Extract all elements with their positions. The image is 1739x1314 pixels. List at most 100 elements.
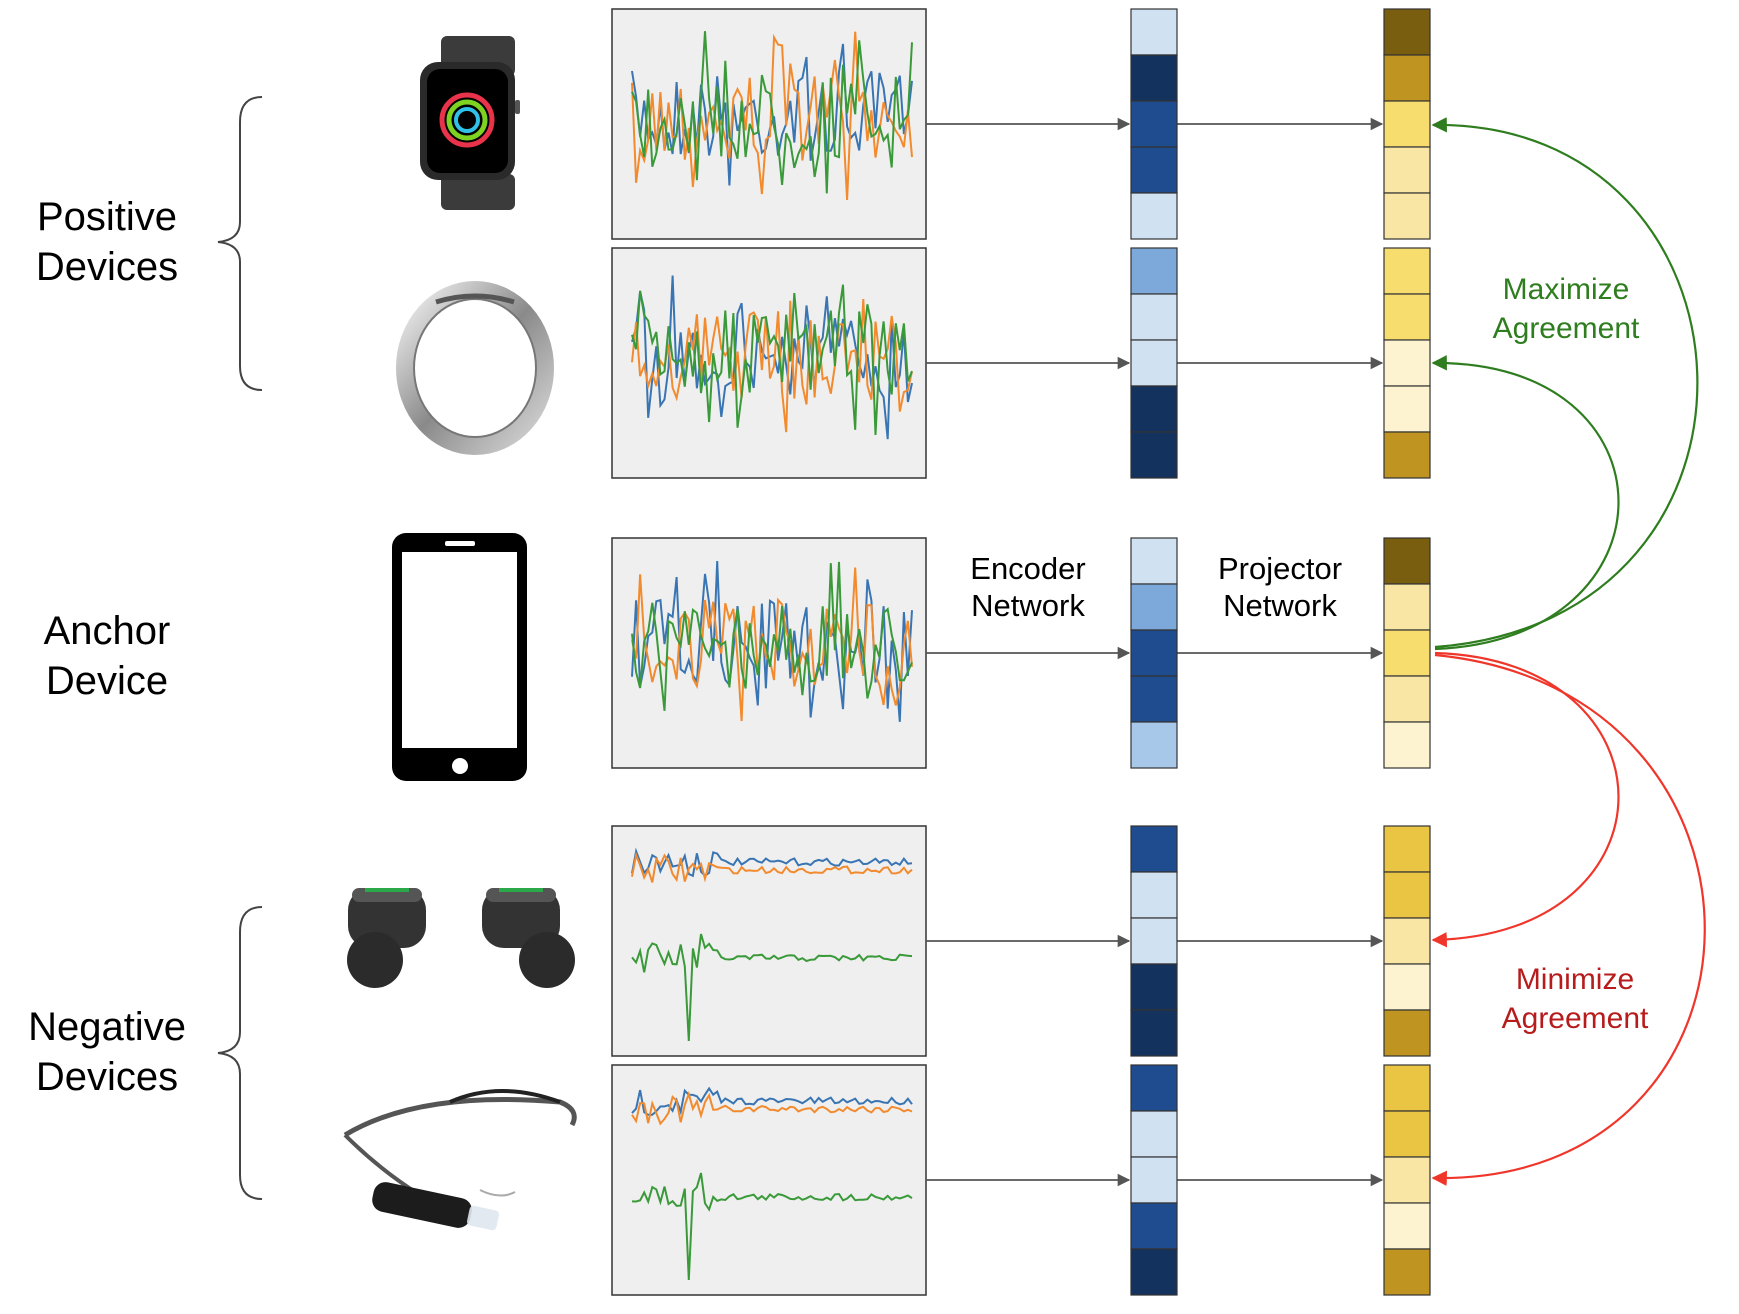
minimize-label-line2: Agreement: [1501, 1002, 1649, 1035]
encoder-cell: [1130, 146, 1178, 194]
projector-cell: [1383, 431, 1431, 479]
encoder-network-label: Encoder Network: [928, 550, 1128, 624]
projector-cell: [1383, 1202, 1431, 1250]
signal-line-orange: [631, 299, 913, 433]
projector-label-line2: Network: [1223, 588, 1337, 624]
encoder-cell: [1130, 1156, 1178, 1204]
maximize-arrow-ring: [1431, 355, 1620, 651]
maximize-label-line2: Agreement: [1492, 312, 1640, 345]
positive-label-line1: Positive: [36, 195, 178, 239]
encoder-cell: [1130, 1110, 1178, 1158]
signal-line-green: [631, 31, 913, 194]
signal-line-blue: [631, 275, 913, 440]
projector-cell: [1383, 629, 1431, 677]
smartphone-icon: [392, 533, 527, 781]
projector-cell: [1383, 247, 1431, 295]
negative-devices-label: Negative Devices: [0, 1002, 227, 1102]
glasses-icon: [343, 1089, 577, 1231]
encoder-cell: [1130, 583, 1178, 631]
encoder-cell: [1130, 431, 1178, 479]
signal-line-orange: [631, 567, 913, 722]
anchor-label-line1: Anchor: [43, 609, 171, 653]
positive-devices-label: Positive Devices: [0, 192, 227, 292]
encoder-cell: [1130, 8, 1178, 56]
maximize-arrow-watch: [1431, 117, 1699, 649]
encoder-cell: [1130, 825, 1178, 873]
projector-cell: [1383, 721, 1431, 769]
negative-label-line1: Negative: [28, 1005, 186, 1049]
minimize-label-line1: Minimize: [1515, 963, 1635, 996]
signal-line-orange: [631, 1090, 913, 1126]
projector-network-label: Projector Network: [1180, 550, 1380, 624]
minimize-agreement-label: Minimize Agreement: [1455, 960, 1695, 1038]
projector-cell: [1383, 100, 1431, 148]
encoder-cell: [1130, 1064, 1178, 1112]
maximize-agreement-label: Maximize Agreement: [1446, 270, 1686, 348]
signal-line-blue: [631, 1086, 913, 1116]
projector-label-line1: Projector: [1217, 551, 1343, 586]
encoder-cell: [1130, 339, 1178, 387]
minimize-arrow-glasses: [1431, 653, 1706, 1186]
projector-embeddings: [1383, 8, 1431, 1296]
projector-cell: [1383, 871, 1431, 919]
smartwatch-icon: [420, 36, 520, 210]
encoder-cell: [1130, 871, 1178, 919]
encoder-cell: [1130, 629, 1178, 677]
encoder-cell: [1130, 1202, 1178, 1250]
projector-cell: [1383, 1110, 1431, 1158]
projector-cell: [1383, 1156, 1431, 1204]
positive-label-line2: Devices: [35, 245, 179, 289]
projector-cell: [1383, 8, 1431, 56]
ring-icon: [396, 281, 554, 455]
encoder-cell: [1130, 1009, 1178, 1057]
encoder-cell: [1130, 1248, 1178, 1296]
anchor-label-line2: Device: [45, 659, 169, 703]
encoder-cell: [1130, 293, 1178, 341]
signal-line-green: [631, 933, 913, 1042]
signal-plot-smart-glasses: [611, 1064, 927, 1296]
encoder-cell: [1130, 192, 1178, 240]
projector-cell: [1383, 537, 1431, 585]
negative-label-line2: Devices: [35, 1055, 179, 1099]
projector-cell: [1383, 54, 1431, 102]
projector-cell: [1383, 963, 1431, 1011]
projector-cell: [1383, 917, 1431, 965]
signal-line-green: [631, 561, 913, 711]
projector-cell: [1383, 825, 1431, 873]
sensor-signal-plots: [611, 8, 927, 1296]
encoder-cell: [1130, 675, 1178, 723]
projector-cell: [1383, 339, 1431, 387]
encoder-cell: [1130, 537, 1178, 585]
projector-cell: [1383, 385, 1431, 433]
minimize-arrow-earbuds: [1431, 651, 1620, 948]
encoder-cell: [1130, 963, 1178, 1011]
encoder-cell: [1130, 247, 1178, 295]
projector-cell: [1383, 583, 1431, 631]
encoder-label-line2: Network: [971, 588, 1085, 624]
projector-cell: [1383, 192, 1431, 240]
signal-line-green: [631, 1172, 913, 1281]
signal-line-green: [631, 284, 913, 436]
encoder-embeddings: [1130, 8, 1178, 1296]
anchor-device-label: Anchor Device: [0, 606, 227, 706]
encoder-cell: [1130, 100, 1178, 148]
encoder-label-line1: Encoder: [970, 551, 1086, 586]
positive-brace: [217, 96, 263, 391]
projector-cell: [1383, 675, 1431, 723]
negative-brace: [217, 906, 263, 1200]
encoder-cell: [1130, 721, 1178, 769]
projector-cell: [1383, 1009, 1431, 1057]
encoder-cell: [1130, 385, 1178, 433]
encoder-cell: [1130, 917, 1178, 965]
projector-cell: [1383, 146, 1431, 194]
projector-cell: [1383, 1248, 1431, 1296]
projector-cell: [1383, 293, 1431, 341]
signal-line-orange: [631, 851, 913, 883]
earbuds-icon: [347, 888, 575, 988]
connector-arrows: [926, 117, 1384, 1187]
projector-cell: [1383, 1064, 1431, 1112]
encoder-cell: [1130, 54, 1178, 102]
maximize-label-line1: Maximize: [1502, 273, 1630, 306]
